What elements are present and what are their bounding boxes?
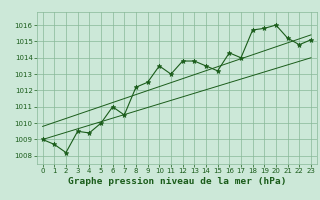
X-axis label: Graphe pression niveau de la mer (hPa): Graphe pression niveau de la mer (hPa) xyxy=(68,177,286,186)
